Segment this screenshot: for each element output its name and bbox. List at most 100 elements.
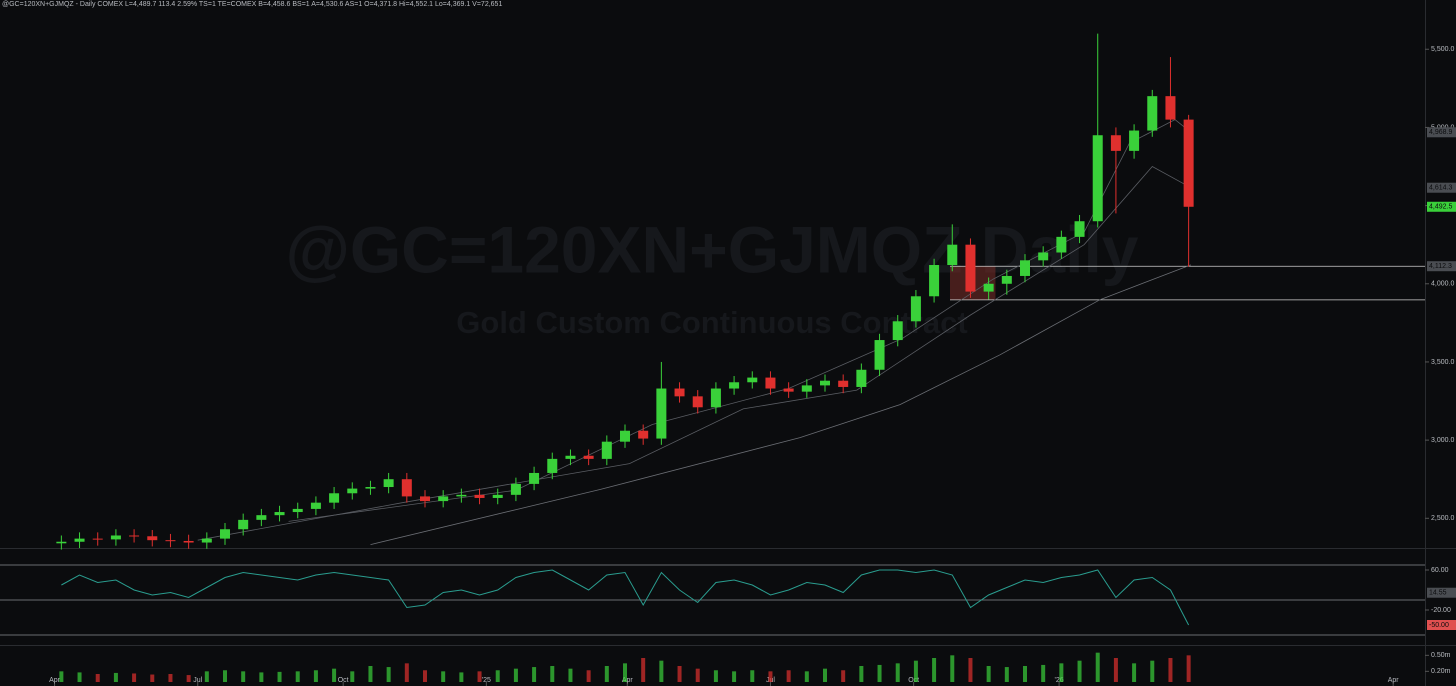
candle-body bbox=[456, 494, 467, 497]
watermark-subtitle: Gold Custom Continuous Contract bbox=[456, 305, 967, 340]
oscillator-line bbox=[61, 569, 1190, 626]
candle-body bbox=[310, 502, 321, 509]
x-tick-label: '26 bbox=[1055, 677, 1064, 684]
volume-bar bbox=[932, 658, 937, 682]
moving-average bbox=[370, 264, 1192, 545]
volume-bar bbox=[641, 658, 646, 682]
price-tag bbox=[1427, 261, 1456, 272]
x-tick-label: Jul bbox=[193, 677, 202, 684]
volume-bar bbox=[495, 670, 500, 682]
price-tag bbox=[1427, 182, 1456, 193]
volume-bar bbox=[1059, 663, 1064, 682]
volume-bar bbox=[277, 671, 282, 682]
y-tick-label: 3,500.0 bbox=[1431, 359, 1454, 366]
volume-bar bbox=[150, 674, 155, 682]
candle-body bbox=[292, 508, 303, 513]
volume-bar bbox=[550, 666, 555, 682]
candle-body bbox=[1020, 260, 1030, 276]
volume-bar bbox=[295, 671, 300, 682]
candle-body bbox=[256, 515, 267, 520]
candle-body bbox=[474, 494, 485, 498]
x-tick-label: Apr bbox=[622, 677, 634, 684]
volume-bar bbox=[732, 671, 737, 682]
candle-body bbox=[74, 538, 85, 542]
volume-bar bbox=[459, 672, 464, 682]
candle-body bbox=[129, 535, 140, 537]
price-tag bbox=[1427, 127, 1456, 138]
volume-bar bbox=[750, 670, 755, 682]
volume-bar bbox=[423, 670, 427, 682]
candle-body bbox=[401, 479, 412, 497]
candle-body bbox=[1038, 252, 1049, 261]
volume-bar bbox=[477, 671, 482, 682]
volume-bar bbox=[786, 670, 791, 682]
volume-bar bbox=[513, 668, 518, 682]
candle-body bbox=[1092, 135, 1103, 222]
candle-body bbox=[983, 283, 994, 292]
volume-bar bbox=[532, 667, 537, 682]
candle-body bbox=[529, 472, 540, 484]
volume-bar bbox=[95, 674, 100, 682]
price-tag-label: -50.00 bbox=[1429, 622, 1449, 629]
price-tag-label: 4,968.9 bbox=[1429, 129, 1452, 136]
candle-body bbox=[910, 296, 921, 322]
volume-bar bbox=[950, 655, 955, 682]
candle-body bbox=[783, 388, 794, 392]
candle-body bbox=[1074, 221, 1085, 237]
candle-body bbox=[747, 377, 758, 383]
candle-body bbox=[1110, 135, 1121, 151]
y-tick-label: 4,000.0 bbox=[1431, 281, 1454, 288]
volume-bar bbox=[895, 663, 900, 682]
volume-bar bbox=[913, 660, 918, 682]
volume-bar bbox=[586, 670, 591, 682]
x-tick-label: Oct bbox=[338, 677, 349, 684]
candle-body bbox=[238, 519, 249, 530]
y-tick-label: 5,500.0 bbox=[1431, 46, 1454, 53]
x-tick-label: '25 bbox=[482, 677, 491, 684]
candle-body bbox=[547, 458, 558, 473]
volume-bar bbox=[804, 671, 809, 682]
price-tag bbox=[1427, 620, 1456, 630]
candle-body bbox=[947, 244, 958, 266]
candle-body bbox=[874, 340, 885, 370]
volume-bar bbox=[1095, 652, 1100, 682]
volume-bar bbox=[241, 671, 246, 682]
volume-bar bbox=[1113, 658, 1118, 682]
candle-body bbox=[929, 265, 940, 297]
x-tick-label: Apr bbox=[1388, 677, 1400, 684]
candle-body bbox=[365, 487, 376, 489]
price-tag-label: 4,112.3 bbox=[1429, 263, 1452, 270]
volume-bar bbox=[713, 670, 718, 682]
candle-body bbox=[201, 538, 212, 543]
volume-bar bbox=[677, 666, 682, 682]
chart-title: @GC=120XN+GJMQZ - Daily COMEX L=4,489.7 … bbox=[2, 1, 502, 8]
candle-body bbox=[583, 455, 594, 459]
volume-bar bbox=[604, 666, 609, 682]
candle-body bbox=[765, 377, 776, 389]
y-tick-label: 0.20m bbox=[1431, 668, 1451, 675]
volume-bar bbox=[368, 666, 373, 682]
candle-body bbox=[892, 321, 903, 341]
candle-body bbox=[838, 380, 849, 387]
volume-bar bbox=[859, 666, 864, 682]
candle-body bbox=[438, 496, 449, 502]
volume-bar bbox=[168, 674, 173, 682]
candle-body bbox=[165, 540, 176, 542]
candle-body bbox=[492, 494, 503, 498]
candle-body bbox=[147, 536, 158, 541]
volume-bar bbox=[623, 663, 627, 682]
volume-bar bbox=[841, 670, 846, 682]
volume-bar bbox=[404, 663, 409, 682]
volume-bar bbox=[1168, 658, 1173, 682]
volume-bar bbox=[59, 671, 64, 682]
candle-body bbox=[965, 244, 976, 292]
volume-bar bbox=[350, 671, 355, 682]
volume-bar bbox=[768, 671, 773, 682]
candle-body bbox=[1165, 96, 1176, 120]
candle-body bbox=[274, 512, 285, 516]
candle-body bbox=[92, 538, 103, 540]
candle-body bbox=[601, 441, 612, 459]
volume-bar bbox=[1004, 667, 1009, 682]
candle-body bbox=[674, 388, 685, 397]
